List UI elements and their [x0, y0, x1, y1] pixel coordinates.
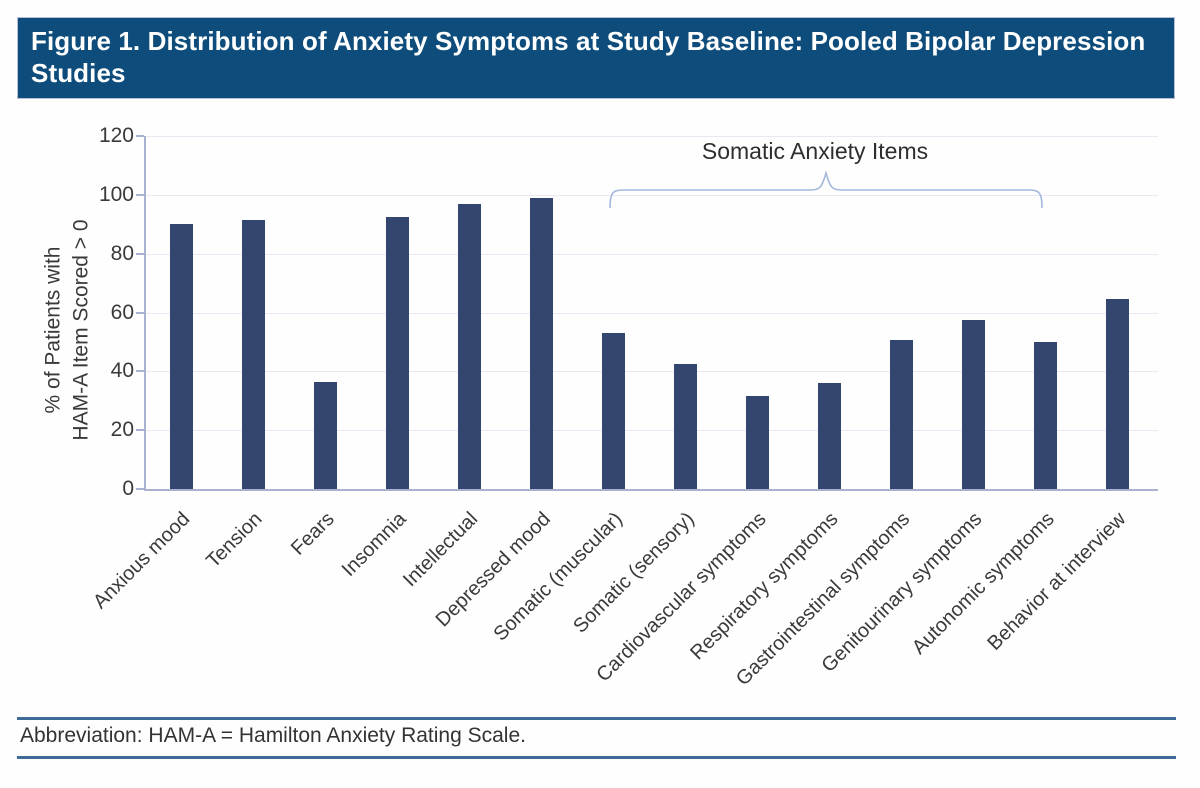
bar-depressed-mood — [529, 197, 553, 489]
annotation-somatic-anxiety-items: Somatic Anxiety Items — [701, 138, 929, 164]
x-axis-label: Fears — [286, 508, 339, 560]
y-tick-mark — [136, 193, 144, 196]
y-tick-label: 0 — [122, 477, 134, 500]
figure-title-banner: Figure 1. Distribution of Anxiety Sympto… — [17, 17, 1175, 99]
x-axis-label: Behavior at interview — [983, 508, 1131, 655]
footer-rule-bottom — [17, 756, 1176, 759]
y-axis-line — [144, 136, 146, 489]
y-tick-label: 120 — [98, 124, 134, 147]
footer-rule-top — [17, 717, 1176, 720]
abbreviation-footnote: Abbreviation: HAM-A = Hamilton Anxiety R… — [20, 724, 526, 747]
y-tick-mark — [136, 135, 144, 137]
gridline — [144, 194, 1158, 196]
x-axis-label: Anxious mood — [89, 508, 195, 614]
x-axis-label: Somatic (sensory) — [569, 508, 699, 638]
figure-title: Figure 1. Distribution of Anxiety Sympto… — [31, 26, 1146, 88]
x-axis-line — [144, 489, 1158, 491]
x-axis-label: Somatic (muscular) — [489, 508, 627, 646]
y-tick-mark — [136, 370, 144, 373]
bar-anxious-mood — [169, 224, 193, 489]
bar-intellectual — [457, 203, 481, 489]
bar-somatic-muscular — [601, 333, 625, 489]
x-axis-label: Autonomic symptoms — [907, 508, 1059, 659]
y-tick-label: 100 — [98, 182, 134, 206]
bar-tension — [241, 219, 265, 489]
y-tick-mark — [136, 488, 144, 490]
bar-genitourinary-symptoms — [961, 319, 985, 489]
y-tick-label: 80 — [110, 241, 134, 265]
bar-somatic-sensory — [673, 363, 697, 489]
gridline — [144, 430, 1158, 432]
y-tick-label: 20 — [110, 418, 134, 442]
gridline — [144, 371, 1158, 373]
gridline — [144, 136, 1158, 137]
x-axis-label: Insomnia — [337, 508, 411, 581]
y-tick-mark — [136, 311, 144, 314]
y-tick-mark — [136, 252, 144, 255]
bar-autonomic-symptoms — [1033, 341, 1057, 489]
bar-gastrointestinal-symptoms — [889, 340, 913, 489]
bar-behavior-at-interview — [1105, 299, 1129, 489]
bar-chart: % of Patients with HAM-A Item Scored > 0… — [42, 124, 1158, 690]
y-tick-mark — [136, 429, 144, 432]
y-tick-label: 40 — [110, 359, 134, 383]
gridline — [144, 312, 1158, 314]
bar-respiratory-symptoms — [817, 383, 841, 489]
bar-fears — [313, 381, 337, 489]
bar-insomnia — [385, 216, 409, 489]
x-axis-label: Tension — [202, 508, 267, 573]
y-tick-label: 60 — [110, 300, 134, 324]
bar-cardiovascular-symptoms — [745, 396, 769, 489]
gridline — [144, 253, 1158, 255]
